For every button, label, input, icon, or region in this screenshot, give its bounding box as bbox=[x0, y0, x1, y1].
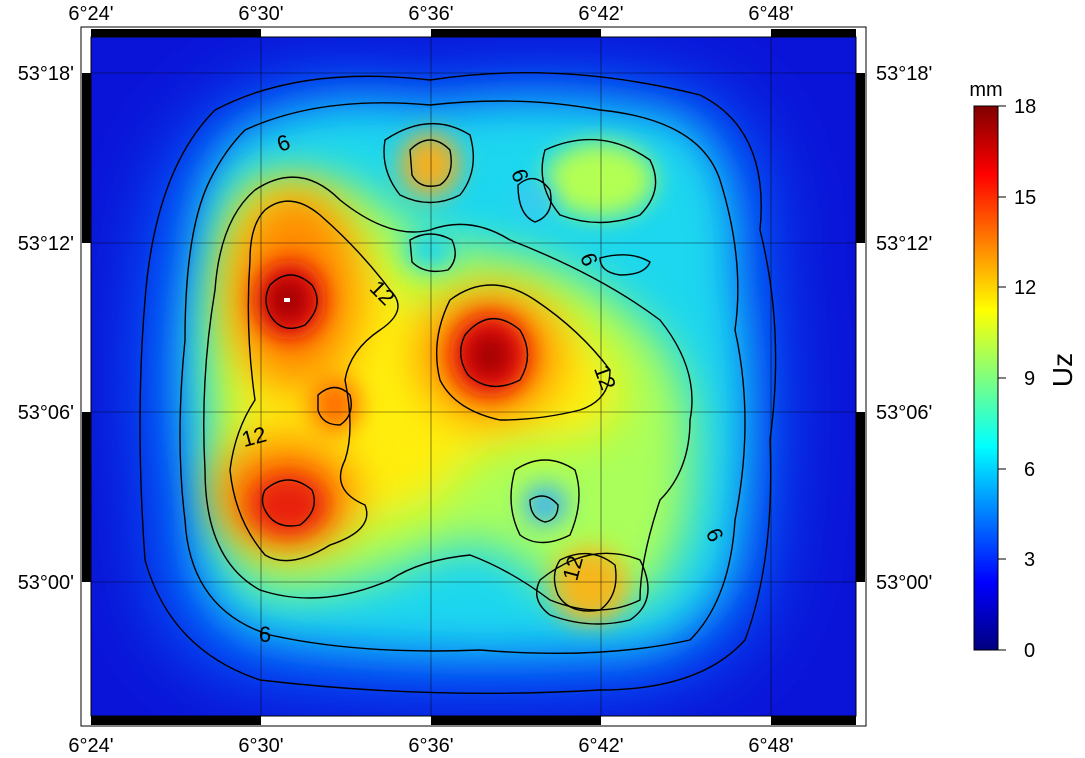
contour-12-center bbox=[436, 284, 611, 421]
lon-tick-label: 6°48' bbox=[748, 735, 793, 757]
contour-15-a bbox=[265, 274, 318, 329]
colorbar-tick-label: 0 bbox=[1024, 640, 1035, 662]
colorbar-tick-label: 9 bbox=[1024, 368, 1035, 390]
lat-tick-label: 53°18' bbox=[18, 63, 74, 85]
colorbar-tick-label: 15 bbox=[1014, 187, 1036, 209]
map-frame bbox=[80, 26, 867, 727]
contour-6-bottom-right-low bbox=[529, 495, 559, 523]
lat-tick-label: 53°12' bbox=[18, 233, 74, 255]
contour-12-bottom-right bbox=[553, 552, 617, 612]
lat-tick-label: 53°00' bbox=[18, 572, 74, 594]
colorbar-unit: mm bbox=[969, 79, 1002, 101]
lat-tick-label: 53°00' bbox=[876, 572, 932, 594]
lat-tick-label: 53°12' bbox=[876, 233, 932, 255]
colorbar-title: Uz bbox=[1047, 353, 1078, 387]
contour-9-top bbox=[383, 123, 475, 204]
lon-tick-label: 6°36' bbox=[408, 3, 453, 25]
lon-tick-label: 6°48' bbox=[748, 3, 793, 25]
colorbar-tick-label: 6 bbox=[1024, 459, 1035, 481]
contour-6-topright-low bbox=[517, 177, 552, 223]
lat-tick-label: 53°06' bbox=[18, 402, 74, 424]
lat-ticks-right: 53°18' 53°12' 53°06' 53°00' bbox=[876, 63, 932, 594]
colorbar-ticks bbox=[998, 105, 1006, 651]
lat-tick-label: 53°18' bbox=[876, 63, 932, 85]
contour-15-d bbox=[317, 386, 352, 426]
contour-6-outer bbox=[179, 100, 746, 655]
lat-ticks-left: 53°18' 53°12' 53°06' 53°00' bbox=[18, 63, 74, 594]
contour-9-bottom-right bbox=[510, 459, 580, 544]
lon-tick-label: 6°42' bbox=[578, 3, 623, 25]
lon-tick-label: 6°30' bbox=[238, 3, 283, 25]
contour-15-c bbox=[261, 479, 315, 527]
contour-12-left bbox=[229, 200, 399, 562]
peak-marker bbox=[284, 298, 290, 302]
colorbar-tick-label: 18 bbox=[1014, 96, 1036, 118]
colorbar-tick-label: 12 bbox=[1014, 277, 1036, 299]
colorbar-gradient bbox=[973, 105, 999, 651]
contour-9 bbox=[203, 176, 693, 611]
lat-tick-label: 53°06' bbox=[876, 402, 932, 424]
lon-tick-label: 6°42' bbox=[578, 735, 623, 757]
lon-tick-label: 6°24' bbox=[68, 735, 113, 757]
lon-tick-label: 6°24' bbox=[68, 3, 113, 25]
contour-3 bbox=[139, 72, 777, 695]
graticule bbox=[91, 37, 856, 716]
contour-6-bump-top bbox=[409, 233, 456, 273]
contour-9-bottom-right-b bbox=[536, 552, 649, 625]
contour-9-topright bbox=[541, 138, 657, 224]
colorbar-tick-label: 3 bbox=[1024, 549, 1035, 571]
colorbar: mm 18 15 12 9 6 3 0 Uz bbox=[969, 79, 1078, 662]
lon-ticks-top: 6°24' 6°30' 6°36' 6°42' 6°48' bbox=[68, 3, 793, 25]
lon-tick-label: 6°30' bbox=[238, 735, 283, 757]
contour-15-b bbox=[460, 317, 529, 388]
contour-6-mid-right-dip bbox=[599, 254, 651, 276]
lon-ticks-bottom: 6°24' 6°30' 6°36' 6°42' 6°48' bbox=[68, 735, 793, 757]
contour-label: 6 bbox=[259, 622, 271, 647]
lon-tick-label: 6°36' bbox=[408, 735, 453, 757]
contour-lines bbox=[139, 72, 777, 695]
